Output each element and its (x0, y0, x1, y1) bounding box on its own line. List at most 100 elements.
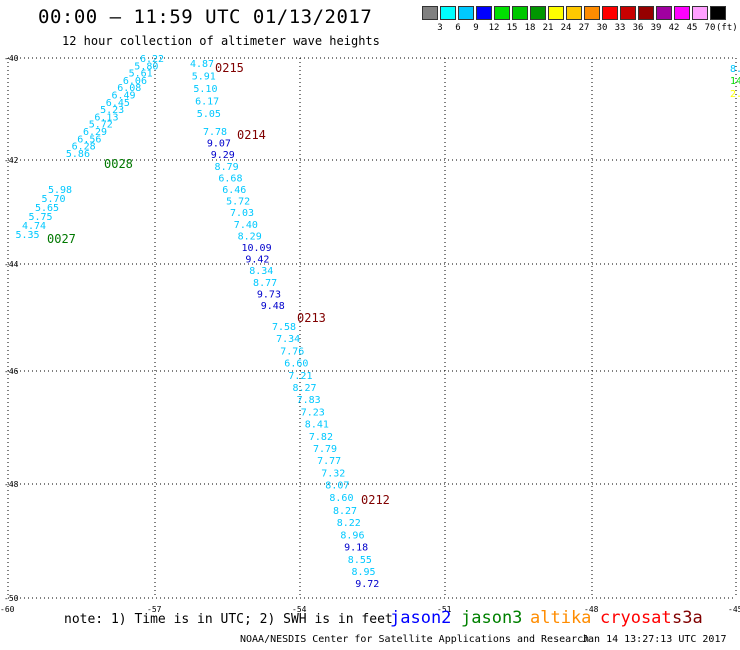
colorbar-tick-label: 9 (473, 23, 479, 33)
swh-value: 8.96 (340, 530, 364, 541)
swh-value: 8.22 (337, 518, 361, 529)
latitude-tick-label: -44 (4, 260, 19, 269)
swh-value: 8.79 (215, 162, 239, 173)
track-time-label: 0215 (215, 61, 244, 75)
longitude-tick-label: -57 (147, 605, 162, 614)
colorbar-swatch (674, 6, 690, 20)
swh-value: 6.28 (72, 142, 96, 153)
swh-value: 7.40 (234, 220, 258, 231)
swh-value: 7.77 (317, 456, 341, 467)
footnote: note: 1) Time is in UTC; 2) SWH is in fe… (64, 612, 393, 627)
colorbar-tick-label: 36 (632, 23, 644, 33)
colorbar-swatch (692, 6, 708, 20)
swh-value: 7.78 (203, 127, 227, 138)
swh-value: 5.23 (100, 105, 124, 116)
swh-value: 5.70 (42, 194, 66, 205)
swh-value: 8.60 (329, 493, 353, 504)
swh-value: 7.76 (280, 346, 304, 357)
swh-value: 6.60 (284, 359, 308, 370)
swh-value: 4.87 (190, 59, 214, 70)
satellite-legend-jason2: jason2 (390, 608, 452, 628)
colorbar-tick-label: 33 (614, 23, 626, 33)
colorbar-tick-label: 15 (506, 23, 518, 33)
colorbar-tick-label: 12 (488, 23, 500, 33)
swh-value: 5.75 (29, 212, 53, 223)
longitude-tick-label: -54 (292, 605, 307, 614)
map-title: 00:00 – 11:59 UTC 01/13/2017 (38, 6, 373, 28)
edge-swh-value: 8. (730, 64, 740, 75)
generated-timestamp: Jan 14 13:27:13 UTC 2017 (582, 634, 727, 645)
swh-value: 7.23 (301, 407, 325, 418)
swh-value: 9.07 (207, 139, 231, 150)
latitude-tick-label: -46 (4, 367, 19, 376)
swh-value: 8.95 (352, 567, 376, 578)
swh-value: 6.06 (123, 76, 147, 87)
credit-line: NOAA/NESDIS Center for Satellite Applica… (240, 634, 590, 645)
longitude-tick-label: -45 (728, 605, 740, 614)
colorbar-swatch (512, 6, 528, 20)
track-time-label: 0027 (47, 232, 76, 246)
swh-value: 9.72 (355, 579, 379, 590)
colorbar-tick-label: 30 (596, 23, 608, 33)
track-time-label: 0214 (237, 128, 266, 142)
swh-value: 6.49 (112, 91, 136, 102)
map-subtitle: 12 hour collection of altimeter wave hei… (62, 34, 380, 48)
colorbar-swatch (548, 6, 564, 20)
swh-value: 9.42 (245, 255, 269, 266)
swh-value: 6.68 (218, 173, 242, 184)
edge-swh-value: 14 (730, 76, 740, 87)
colorbar-tick-label: 45 (686, 23, 698, 33)
latitude-tick-label: -50 (4, 594, 19, 603)
satellite-legend-altika: altika (530, 608, 592, 628)
swh-value: 8.27 (333, 506, 357, 517)
swh-value: 8.55 (348, 555, 372, 566)
colorbar-tick-label: 21 (542, 23, 554, 33)
colorbar-tick-label: 24 (560, 23, 572, 33)
swh-value: 9.48 (261, 301, 285, 312)
colorbar-swatch (476, 6, 492, 20)
swh-value: 5.72 (226, 197, 250, 208)
edge-swh-value: 2. (730, 89, 740, 100)
colorbar-swatch (566, 6, 582, 20)
colorbar-swatch (458, 6, 474, 20)
swh-value: 6.56 (77, 134, 101, 145)
longitude-tick-label: -51 (437, 605, 452, 614)
swh-value: 7.82 (309, 432, 333, 443)
longitude-tick-label: -60 (0, 605, 15, 614)
swh-value: 7.32 (321, 468, 345, 479)
swh-value: 8.34 (249, 266, 273, 277)
colorbar-swatch (584, 6, 600, 20)
swh-value: 7.34 (276, 334, 300, 345)
swh-value: 6.17 (195, 97, 219, 108)
colorbar-tick-label: 39 (650, 23, 662, 33)
swh-value: 5.80 (134, 61, 158, 72)
swh-value: 6.29 (83, 127, 107, 138)
swh-value: 5.91 (192, 72, 216, 83)
colorbar-swatch (602, 6, 618, 20)
swh-value: 5.65 (35, 203, 59, 214)
swh-value: 8.07 (325, 481, 349, 492)
track-time-label: 0213 (297, 311, 326, 325)
swh-value: 4.74 (22, 221, 46, 232)
colorbar-tick-label: 3 (437, 23, 443, 33)
colorbar-unit: (ft) (716, 23, 738, 33)
swh-value: 10.09 (242, 243, 272, 254)
colorbar-swatch (620, 6, 636, 20)
colorbar-swatch (530, 6, 546, 20)
swh-value: 5.05 (197, 109, 221, 120)
colorbar-swatch (422, 6, 438, 20)
colorbar-swatch (710, 6, 726, 20)
swh-value: 9.73 (257, 289, 281, 300)
swh-value: 5.61 (129, 69, 153, 80)
swh-value: 7.79 (313, 444, 337, 455)
swh-value: 6.13 (94, 112, 118, 123)
satellite-legend-jason3: jason3 (461, 608, 523, 628)
swh-value: 6.46 (222, 185, 246, 196)
swh-value: 7.21 (288, 371, 312, 382)
track-time-label: 0212 (361, 493, 390, 507)
satellite-legend-cryosat: cryosat (600, 608, 672, 628)
colorbar-swatch (440, 6, 456, 20)
swh-value: 5.86 (66, 149, 90, 160)
swh-value: 5.98 (48, 185, 72, 196)
